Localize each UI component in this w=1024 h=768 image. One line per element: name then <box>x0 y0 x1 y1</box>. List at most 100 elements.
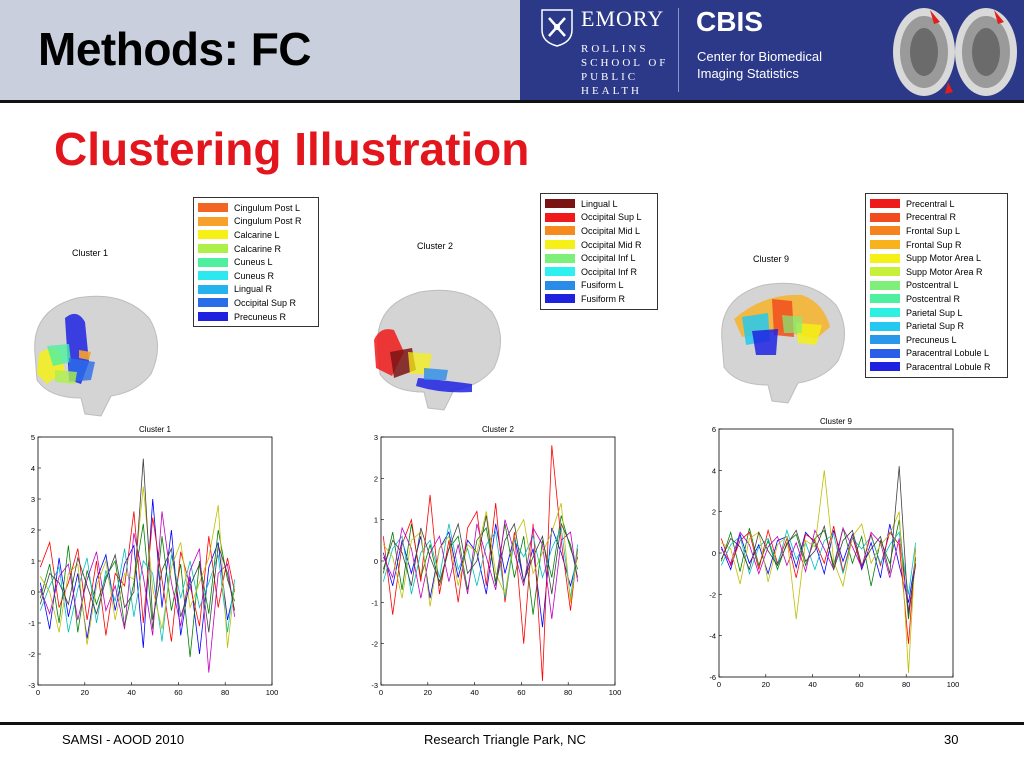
y-tick-label: 3 <box>374 433 378 442</box>
plot-area <box>380 436 616 686</box>
legend-swatch <box>870 335 900 345</box>
cbis-subtitle: Center for Biomedical Imaging Statistics <box>697 49 822 81</box>
legend-label: Occipital Sup R <box>234 297 297 308</box>
legend-entry: Paracentral Lobule R <box>870 360 1003 374</box>
x-tick-label: 60 <box>517 688 525 697</box>
plot-area <box>718 428 954 678</box>
legend-swatch <box>870 240 900 250</box>
legend-swatch <box>545 294 575 304</box>
legend-label: Occipital Inf R <box>581 266 638 277</box>
legend-entry: Precuneus L <box>870 333 1003 347</box>
emory-wordmark: EMORY <box>581 6 665 31</box>
legend-swatch <box>870 199 900 209</box>
legend-swatch <box>870 294 900 304</box>
legend-swatch <box>198 216 228 226</box>
legend-entry: Fusiform L <box>545 279 653 293</box>
cluster-1-legend: Cingulum Post L Cingulum Post R Calcarine … <box>193 197 319 328</box>
legend-swatch <box>545 240 575 250</box>
legend-label: Precuneus R <box>234 311 287 322</box>
legend-entry: Supp Motor Area R <box>870 265 1003 279</box>
cluster-1-label: Cluster 1 <box>72 248 109 258</box>
y-tick-label: 5 <box>31 433 35 442</box>
y-tick-label: -2 <box>371 640 378 649</box>
x-tick-label: 80 <box>564 688 572 697</box>
legend-label: Precuneus L <box>906 334 957 345</box>
y-tick-label: 4 <box>712 466 716 475</box>
legend-label: Cuneus L <box>234 257 273 268</box>
legend-entry: Occipital Sup L <box>545 211 653 225</box>
x-tick-label: 60 <box>174 688 182 697</box>
footer-rule <box>0 722 1024 725</box>
series-line <box>720 466 916 616</box>
legend-label: Parietal Sup R <box>906 321 965 332</box>
page-number: 30 <box>944 732 959 747</box>
legend-label: Occipital Mid L <box>581 225 641 236</box>
legend-swatch <box>545 226 575 236</box>
legend-entry: Cingulum Post L <box>198 201 314 215</box>
legend-entry: Lingual L <box>545 197 653 211</box>
legend-entry: Occipital Inf L <box>545 251 653 265</box>
x-tick-label: 80 <box>221 688 229 697</box>
legend-entry: Cingulum Post R <box>198 215 314 229</box>
x-tick-label: 20 <box>762 680 770 689</box>
legend-entry: Parietal Sup R <box>870 319 1003 333</box>
x-tick-label: 40 <box>127 688 135 697</box>
legend-swatch <box>545 280 575 290</box>
legend-entry: Cuneus R <box>198 269 314 283</box>
legend-swatch <box>198 230 228 240</box>
legend-swatch <box>870 308 900 318</box>
legend-label: Occipital Inf L <box>581 253 636 264</box>
legend-swatch <box>870 321 900 331</box>
y-tick-label: 2 <box>712 508 716 517</box>
cluster-9-timeseries-chart: Cluster 9 0 20 40 60 80 100 -6 -4 -2 0 2 4 6 <box>709 417 960 689</box>
legend-swatch <box>870 348 900 358</box>
rollins-wordmark: ROLLINS SCHOOL OF PUBLIC HEALTH <box>581 43 669 97</box>
cluster-2-timeseries-chart: Cluster 2 0 20 40 60 80 100 -3 -2 -1 0 1 2 3 <box>371 425 622 697</box>
legend-label: Lingual L <box>581 198 618 209</box>
legend-label: Cuneus R <box>234 270 275 281</box>
cluster-1-brain-image <box>34 295 158 417</box>
cluster-1-timeseries-chart: Cluster 1 0 20 40 60 80 100 -3 -2 -1 0 1 2 3 4 5 <box>28 425 279 697</box>
x-tick-label: 100 <box>266 688 279 697</box>
header-rule <box>0 100 1024 103</box>
series-line <box>721 470 916 673</box>
legend-swatch <box>198 312 228 322</box>
legend-label: Paracentral Lobule L <box>906 348 990 359</box>
legend-label: Postcentral R <box>906 293 961 304</box>
legend-label: Parietal Sup L <box>906 307 963 318</box>
chart-title: Cluster 9 <box>820 417 853 426</box>
legend-entry: Postcentral R <box>870 292 1003 306</box>
legend-label: Supp Motor Area R <box>906 266 983 277</box>
series-line <box>382 515 578 595</box>
y-tick-label: 4 <box>31 464 35 473</box>
y-tick-label: 2 <box>31 526 35 535</box>
legend-swatch <box>198 257 228 267</box>
footer-left: SAMSI - AOOD 2010 <box>62 732 185 747</box>
legend-entry: Precentral R <box>870 211 1003 225</box>
legend-swatch <box>198 203 228 213</box>
legend-swatch <box>198 244 228 254</box>
series-line <box>382 519 578 619</box>
y-tick-label: -3 <box>371 681 378 690</box>
x-tick-label: 100 <box>609 688 622 697</box>
y-tick-label: 6 <box>712 425 716 434</box>
legend-swatch <box>870 280 900 290</box>
legend-entry: Precuneus R <box>198 310 314 324</box>
logo-divider <box>678 8 679 92</box>
legend-swatch <box>870 226 900 236</box>
legend-label: Cingulum Post R <box>234 216 302 227</box>
series-line <box>39 511 235 642</box>
brain-mri-image <box>890 2 1020 100</box>
y-tick-label: 1 <box>374 516 378 525</box>
legend-swatch <box>870 267 900 277</box>
chart-title: Cluster 2 <box>482 425 515 434</box>
x-tick-label: 40 <box>808 680 816 689</box>
legend-swatch <box>198 271 228 281</box>
y-tick-label: 3 <box>31 495 35 504</box>
series-line <box>720 519 916 620</box>
series-line <box>39 486 235 648</box>
legend-label: Precentral L <box>906 198 955 209</box>
x-tick-label: 100 <box>947 680 960 689</box>
legend-label: Precentral R <box>906 212 957 223</box>
y-tick-label: -4 <box>709 632 716 641</box>
